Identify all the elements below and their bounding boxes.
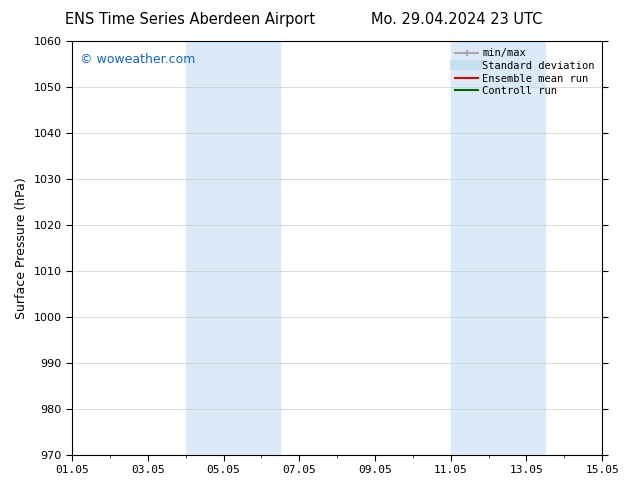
- Legend: min/max, Standard deviation, Ensemble mean run, Controll run: min/max, Standard deviation, Ensemble me…: [453, 46, 597, 98]
- Text: ENS Time Series Aberdeen Airport: ENS Time Series Aberdeen Airport: [65, 12, 315, 27]
- Text: © woweather.com: © woweather.com: [80, 53, 195, 67]
- Bar: [186, 41, 280, 455]
- Text: Mo. 29.04.2024 23 UTC: Mo. 29.04.2024 23 UTC: [371, 12, 542, 27]
- Y-axis label: Surface Pressure (hPa): Surface Pressure (hPa): [15, 177, 28, 318]
- Bar: [451, 41, 545, 455]
